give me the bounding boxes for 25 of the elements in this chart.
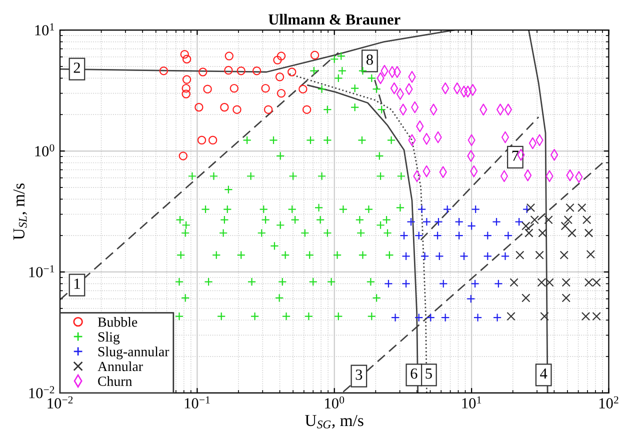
annotation: 5 [426,368,432,379]
x-tick-label: 10$^{−2}$ [48,396,73,408]
legend-label: Churn [98,376,132,386]
annotation: 7 [512,150,519,161]
annotation: 3 [356,370,362,380]
y-tick-label: 10$^{−1}$ [29,265,54,278]
y-axis-title: U$_{SL}$, m/s [13,183,27,240]
x-tick-label: 10$^{2}$ [599,396,618,408]
x-tick-label: 10$^{0}$ [325,396,344,409]
x-axis-title: U$_{SG}$, m/s [305,414,364,429]
annotation: 1 [74,278,80,289]
x-tick-label: 10$^{1}$ [462,396,482,408]
legend-label: Bubble [98,317,138,327]
annotation: 4 [540,368,548,379]
legend-label: Annular [98,361,143,372]
chart-title: Ullmann & Brauner [268,14,400,25]
x-tick-label: 10$^{−1}$ [184,396,210,408]
legend-label: Slug-annular [98,346,170,360]
y-tick-label: 10$^{0}$ [35,144,54,156]
y-tick-label: 10$^{1}$ [35,23,54,36]
legend-label: Slig [98,332,120,344]
annotation: 6 [410,368,418,379]
annotation: 2 [74,62,80,73]
y-tick-label: 10$^{−2}$ [29,386,54,398]
annotation: 8 [366,54,373,65]
